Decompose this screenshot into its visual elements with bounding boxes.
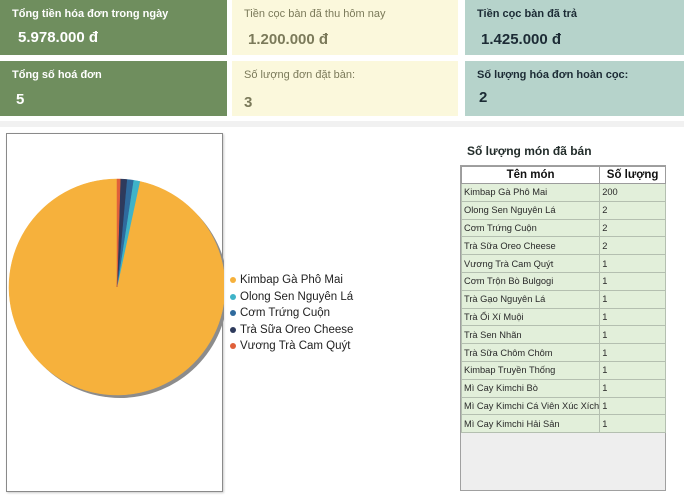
kpi-value: 1.200.000 đ: [248, 31, 329, 48]
section-divider: [0, 121, 684, 127]
cell-item-name: Trà Gạo Nguyên Lá: [460, 289, 601, 309]
cell-quantity: 1: [599, 307, 666, 327]
cell-quantity: 2: [599, 218, 666, 238]
legend-swatch: [230, 310, 236, 317]
table-row[interactable]: Kimbap Truyền Thống 1: [460, 360, 666, 380]
cell-item-name: Trà Sữa Oreo Cheese: [460, 236, 601, 256]
cell-item-name: Cơm Trộn Bò Bulgogi: [460, 271, 601, 291]
legend-item[interactable]: Trà Sữa Oreo Cheese: [230, 322, 353, 339]
cell-quantity: 2: [599, 200, 666, 220]
legend-label: Kimbap Gà Phô Mai: [240, 274, 343, 287]
kpi-value: 2: [479, 89, 488, 106]
table-row[interactable]: Cơm Trứng Cuộn 2: [460, 218, 666, 238]
cell-quantity: 1: [599, 360, 666, 380]
pie-slice[interactable]: [8, 178, 224, 396]
legend-label: Trà Sữa Oreo Cheese: [240, 323, 354, 336]
table-row[interactable]: Trà Sữa Chôm Chôm 1: [460, 343, 666, 362]
legend-label: Cơm Trứng Cuộn: [240, 307, 331, 320]
kpi-label: Tổng tiền hóa đơn trong ngày: [12, 8, 169, 20]
pie-chart-frame[interactable]: [6, 133, 224, 492]
kpi-card-deposit-paid: Tiền cọc bàn đã trả 1.425.000 đ: [465, 0, 684, 55]
cell-item-name: Trà Sen Nhãn: [460, 325, 601, 345]
legend-label: Olong Sen Nguyên Lá: [240, 290, 354, 303]
cell-quantity: 2: [599, 236, 666, 256]
cell-item-name: Mì Cay Kimchi Hải Sản: [460, 414, 601, 434]
table-row[interactable]: Olong Sen Nguyên Lá 2: [460, 200, 666, 220]
cell-quantity: 200: [599, 183, 666, 202]
table-row[interactable]: Trà Sen Nhãn 1: [460, 325, 666, 345]
kpi-card-booking-count: Số lượng đơn đặt bàn: 3: [232, 61, 458, 116]
cell-item-name: Mì Cay Kimchi Bò: [460, 378, 601, 398]
legend-swatch: [230, 343, 236, 350]
kpi-label: Số lượng hóa đơn hoàn cọc:: [477, 69, 629, 81]
legend-item[interactable]: Cơm Trứng Cuộn: [230, 305, 353, 322]
cell-item-name: Mì Cay Kimchi Cá Viên Xúc Xích: [460, 396, 601, 416]
cell-item-name: Kimbap Truyền Thống: [460, 360, 601, 380]
cell-quantity: 1: [599, 396, 666, 416]
cell-item-name: Kimbap Gà Phô Mai: [460, 183, 601, 202]
table-row[interactable]: Trà Sữa Oreo Cheese 2: [460, 236, 666, 256]
column-header-name[interactable]: Tên món: [460, 166, 601, 184]
cell-quantity: 1: [599, 414, 666, 434]
cell-item-name: Olong Sen Nguyên Lá: [460, 200, 601, 220]
table-row[interactable]: Vương Trà Cam Quýt 1: [460, 254, 666, 273]
cell-quantity: 1: [599, 271, 666, 291]
table-row[interactable]: Kimbap Gà Phô Mai 200: [460, 183, 666, 202]
cell-quantity: 1: [599, 343, 666, 362]
table-row[interactable]: Cơm Trộn Bò Bulgogi 1: [460, 271, 666, 291]
table-title: Số lượng món đã bán: [467, 144, 592, 158]
kpi-label: Số lượng đơn đặt bàn:: [244, 69, 356, 81]
table-header-row: Tên món Số lượng: [460, 166, 666, 184]
kpi-card-refund-count: Số lượng hóa đơn hoàn cọc: 2: [465, 61, 684, 116]
legend-swatch: [230, 277, 236, 284]
table-row[interactable]: Mì Cay Kimchi Cá Viên Xúc Xích 1: [460, 396, 666, 416]
kpi-value: 5.978.000 đ: [18, 29, 99, 46]
cell-quantity: 1: [599, 325, 666, 345]
legend-label: Vương Trà Cam Quýt: [240, 340, 351, 353]
chart-legend: Kimbap Gà Phô Mai Olong Sen Nguyên Lá Cơm …: [230, 272, 353, 355]
cell-item-name: Trà Sữa Chôm Chôm: [460, 343, 601, 362]
cell-item-name: Vương Trà Cam Quýt: [460, 254, 601, 273]
kpi-value: 3: [244, 94, 253, 111]
pie-chart: [8, 178, 224, 398]
kpi-label: Tổng số hoá đơn: [12, 69, 102, 81]
kpi-label: Tiền cọc bàn đã thu hôm nay: [244, 8, 386, 20]
legend-item[interactable]: Vương Trà Cam Quýt: [230, 338, 353, 355]
table-row[interactable]: Mì Cay Kimchi Bò 1: [460, 378, 666, 398]
legend-item[interactable]: Kimbap Gà Phô Mai: [230, 272, 353, 289]
kpi-label: Tiền cọc bàn đã trả: [477, 8, 578, 20]
column-header-qty[interactable]: Số lượng: [599, 166, 666, 184]
table-row[interactable]: Trà Ổi Xí Muội 1: [460, 307, 666, 327]
kpi-card-invoice-count: Tổng số hoá đơn 5: [0, 61, 227, 116]
kpi-value: 1.425.000 đ: [481, 31, 562, 48]
legend-item[interactable]: Olong Sen Nguyên Lá: [230, 289, 353, 306]
table-row[interactable]: Mì Cay Kimchi Hải Sản 1: [460, 414, 666, 434]
kpi-value: 5: [16, 91, 25, 108]
items-sold-table[interactable]: Tên món Số lượng Kimbap Gà Phô Mai 200 Olo…: [460, 165, 666, 491]
cell-quantity: 1: [599, 254, 666, 273]
pie-slice[interactable]: [116, 178, 121, 288]
cell-item-name: Trà Ổi Xí Muội: [460, 307, 601, 327]
kpi-card-total-amount: Tổng tiền hóa đơn trong ngày 5.978.000 đ: [0, 0, 227, 55]
cell-quantity: 1: [599, 289, 666, 309]
legend-swatch: [230, 293, 236, 300]
legend-swatch: [230, 326, 236, 333]
kpi-card-deposit-today: Tiền cọc bàn đã thu hôm nay 1.200.000 đ: [232, 0, 458, 55]
table-row[interactable]: Trà Gạo Nguyên Lá 1: [460, 289, 666, 309]
cell-quantity: 1: [599, 378, 666, 398]
cell-item-name: Cơm Trứng Cuộn: [460, 218, 601, 238]
